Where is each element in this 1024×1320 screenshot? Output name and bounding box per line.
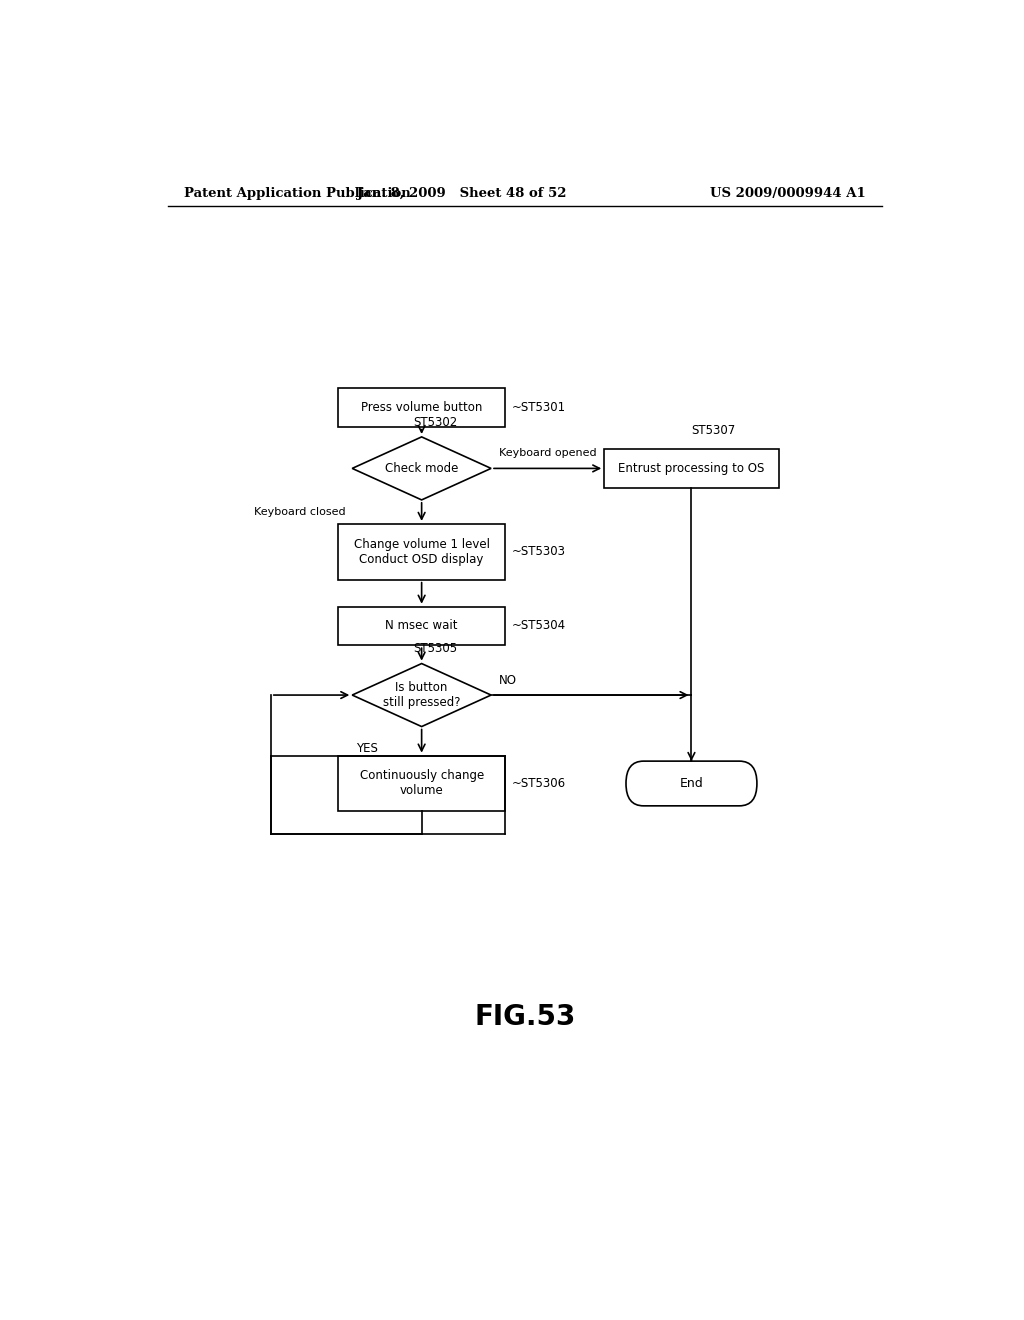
Text: End: End	[680, 777, 703, 789]
Polygon shape	[352, 437, 492, 500]
Text: Continuously change
volume: Continuously change volume	[359, 770, 483, 797]
Text: Change volume 1 level
Conduct OSD display: Change volume 1 level Conduct OSD displa…	[353, 537, 489, 566]
Text: Entrust processing to OS: Entrust processing to OS	[618, 462, 765, 475]
FancyBboxPatch shape	[338, 524, 505, 579]
Text: NO: NO	[499, 675, 517, 686]
Text: YES: YES	[356, 742, 378, 755]
Text: ~ST5303: ~ST5303	[511, 545, 565, 558]
Text: Check mode: Check mode	[385, 462, 459, 475]
FancyBboxPatch shape	[604, 449, 778, 487]
Text: ~ST5304: ~ST5304	[511, 619, 565, 632]
Polygon shape	[352, 664, 492, 726]
Text: ~ST5306: ~ST5306	[511, 777, 565, 789]
Text: FIG.53: FIG.53	[474, 1003, 575, 1031]
Text: Patent Application Publication: Patent Application Publication	[183, 187, 411, 201]
Text: ST5302: ST5302	[414, 416, 458, 429]
Text: ST5307: ST5307	[691, 424, 735, 437]
FancyBboxPatch shape	[338, 755, 505, 812]
Text: N msec wait: N msec wait	[385, 619, 458, 632]
Text: ~ST5301: ~ST5301	[511, 401, 565, 414]
Text: Press volume button: Press volume button	[360, 401, 482, 414]
FancyBboxPatch shape	[626, 762, 757, 805]
FancyBboxPatch shape	[338, 607, 505, 645]
Text: Keyboard opened: Keyboard opened	[499, 449, 597, 458]
Text: US 2009/0009944 A1: US 2009/0009944 A1	[711, 187, 866, 201]
Text: Keyboard closed: Keyboard closed	[254, 507, 346, 517]
Text: Is button
still pressed?: Is button still pressed?	[383, 681, 461, 709]
FancyBboxPatch shape	[338, 388, 505, 426]
Text: ST5305: ST5305	[414, 643, 458, 656]
Text: Jan. 8, 2009   Sheet 48 of 52: Jan. 8, 2009 Sheet 48 of 52	[356, 187, 566, 201]
